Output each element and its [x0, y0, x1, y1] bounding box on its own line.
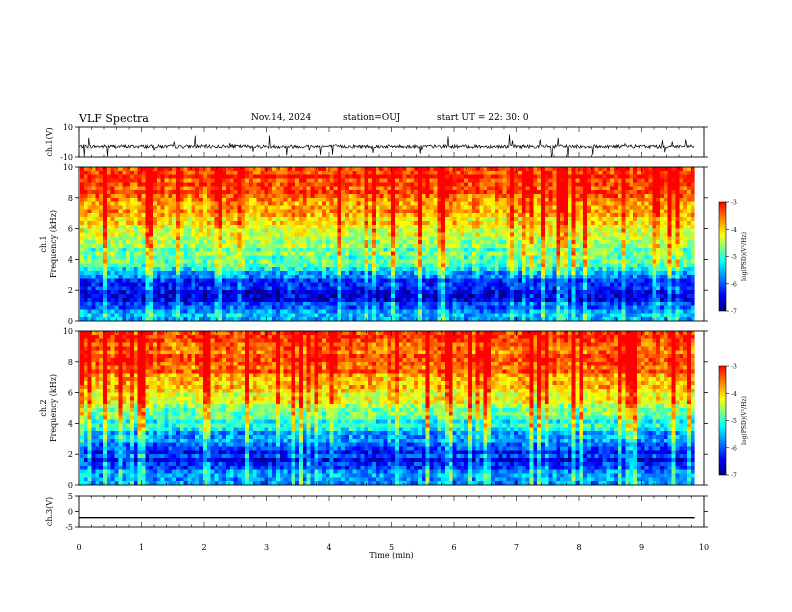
ch1-spectrogram-colorbar-tick-label: -6 [731, 281, 737, 288]
ch1-spectrogram-colorbar-tick-label: -3 [731, 200, 737, 207]
ch1-spectrogram-image [80, 167, 695, 321]
ch2-spectrogram-colorbar-tick-label: -5 [731, 418, 737, 425]
ch1-spectrogram-ytick-label: 8 [68, 194, 73, 203]
ch3-waveform-ytick-label: 5 [68, 492, 73, 501]
ch2-spectrogram-ytick-label: 4 [68, 419, 73, 428]
ch2-spectrogram-colorbar [718, 365, 727, 476]
ch2-spectrogram-colorbar-tick-label: -6 [731, 445, 737, 452]
ch2-spectrogram-channel-label: ch.2 [39, 399, 48, 416]
ch2-spectrogram-ytick-label: 2 [68, 450, 73, 459]
ch2-spectrogram-ytick-label: 10 [63, 327, 73, 336]
date-label: Nov.14, 2024 [251, 113, 312, 123]
ch1-waveform-ylabel: ch.1(V) [45, 127, 54, 156]
x-tick-label: 9 [639, 543, 644, 552]
ch1-spectrogram-ytick-label: 10 [63, 163, 73, 172]
x-tick-label: 8 [576, 543, 581, 552]
x-tick-label: 2 [201, 543, 206, 552]
ch2-spectrogram-ylabel: Frequency (kHz) [49, 374, 58, 442]
ch1-waveform-line [78, 134, 695, 158]
x-tick-label: 7 [514, 543, 519, 552]
ch1-spectrogram-colorbar-tick-label: -4 [731, 227, 737, 234]
ch1-spectrogram-ylabel: Frequency (kHz) [49, 210, 58, 278]
ch1-spectrogram-ytick-label: 2 [68, 286, 73, 295]
x-tick-label: 10 [699, 543, 709, 552]
ch1-spectrogram-colorbar-tick-label: -5 [731, 254, 737, 261]
x-tick-label: 1 [139, 543, 144, 552]
ch1-spectrogram-colorbar-label: log(PSD)(V²/Hz) [741, 232, 748, 281]
ch1-spectrogram-colorbar-tick-label: -7 [731, 309, 737, 316]
ch1-spectrogram-ytick-label: 0 [68, 317, 73, 326]
x-tick-label: 4 [326, 543, 331, 552]
ch3-waveform-ylabel: ch.3(V) [45, 497, 54, 526]
ch3-waveform-ytick-label: 0 [68, 508, 73, 517]
ch2-spectrogram-ytick-label: 8 [68, 358, 73, 367]
ch2-spectrogram-ytick-label: 6 [68, 389, 73, 398]
ch2-spectrogram-colorbar-tick-label: -4 [731, 391, 737, 398]
ch1-waveform-ytick-label: -10 [60, 153, 73, 162]
station-label: station=OUJ [343, 113, 401, 123]
x-tick-label: 6 [451, 543, 456, 552]
ch1-spectrogram-ytick-label: 4 [68, 255, 73, 264]
ch2-spectrogram-colorbar-label: log(PSD)(V²/Hz) [741, 396, 748, 445]
x-tick-label: 3 [264, 543, 269, 552]
ch2-spectrogram-colorbar-tick-label: -7 [731, 473, 737, 480]
x-tick-label: 0 [76, 543, 81, 552]
ch1-spectrogram-colorbar [718, 201, 727, 312]
ch3-waveform-ytick-label: -5 [65, 523, 73, 532]
ch2-spectrogram-colorbar-tick-label: -3 [731, 364, 737, 371]
ch1-spectrogram-ytick-label: 6 [68, 225, 73, 234]
x-tick-label: 5 [389, 543, 394, 552]
ch1-waveform-ytick-label: 10 [63, 123, 73, 132]
ch2-spectrogram-image [80, 331, 695, 485]
x-axis-label: Time (min) [369, 551, 413, 560]
ch2-spectrogram-ytick-label: 0 [68, 481, 73, 490]
ch1-spectrogram-channel-label: ch.1 [39, 235, 48, 252]
start-time-label: start UT = 22: 30: 0 [437, 113, 529, 123]
chart-title: VLF Spectra [79, 112, 149, 125]
